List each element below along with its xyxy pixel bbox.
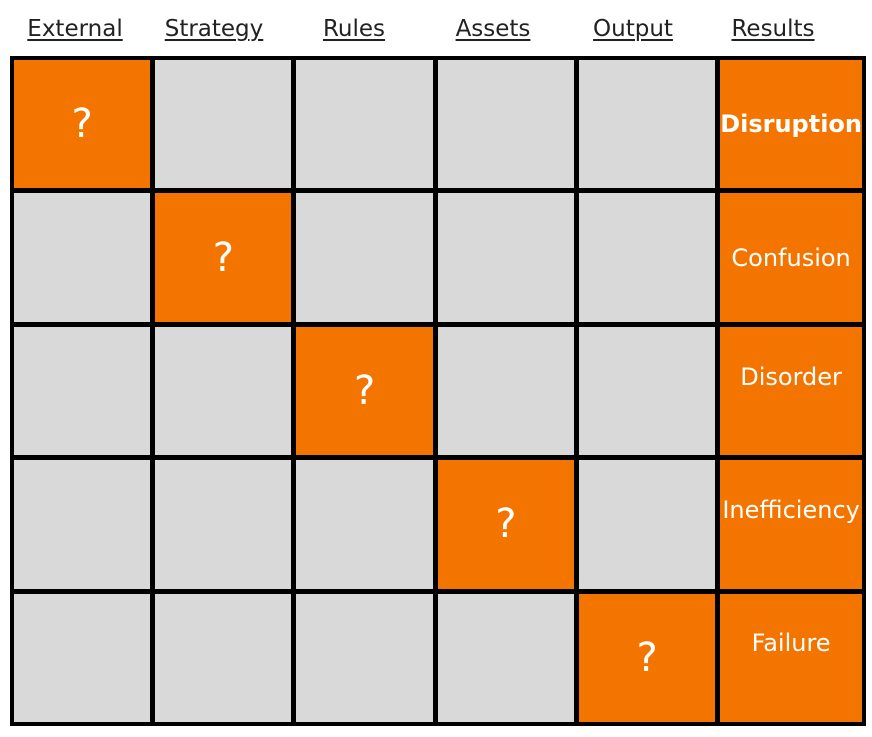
result-label: Failure — [751, 628, 831, 657]
cell-output-row5: ? — [578, 593, 716, 722]
cell-assets-row5 — [437, 593, 574, 722]
result-label: Inefficiency — [722, 496, 860, 525]
result-cell-row5: Failure — [720, 593, 862, 722]
header-assets: Assets — [455, 16, 531, 42]
header-external: External — [27, 16, 123, 42]
question-mark: ? — [495, 501, 517, 548]
cell-rules-row4 — [296, 460, 433, 589]
cell-rules-row1 — [296, 60, 433, 189]
cell-external-row1: ? — [14, 60, 151, 189]
result-label: Confusion — [731, 243, 851, 272]
cell-rules-row2 — [296, 193, 433, 322]
cell-assets-row4: ? — [437, 460, 574, 589]
column-headers: External Strategy Rules Assets Output Re… — [10, 12, 866, 48]
result-cell-row1: Disruption — [720, 60, 862, 189]
result-cell-row3: Disorder — [720, 326, 862, 456]
cell-external-row5 — [14, 593, 151, 722]
cell-strategy-row4 — [155, 460, 292, 589]
header-strategy: Strategy — [164, 16, 264, 42]
cell-assets-row1 — [437, 60, 574, 189]
cell-rules-row5 — [296, 593, 433, 722]
question-mark: ? — [636, 634, 658, 681]
cell-strategy-row2: ? — [155, 193, 292, 322]
cell-rules-row3: ? — [296, 326, 433, 456]
header-results: Results — [731, 16, 815, 42]
cell-external-row3 — [14, 326, 151, 456]
cell-external-row4 — [14, 460, 151, 589]
cell-strategy-row1 — [155, 60, 292, 189]
matrix-grid: ? Disruption ? Confusion ? Disorder ? In… — [10, 56, 866, 726]
cell-output-row3 — [578, 326, 716, 456]
cell-strategy-row5 — [155, 593, 292, 722]
result-cell-row2: Confusion — [720, 193, 862, 322]
cell-assets-row2 — [437, 193, 574, 322]
question-mark: ? — [212, 234, 234, 281]
header-output: Output — [593, 16, 673, 42]
cell-output-row4 — [578, 460, 716, 589]
cell-output-row2 — [578, 193, 716, 322]
cell-output-row1 — [578, 60, 716, 189]
cell-external-row2 — [14, 193, 151, 322]
cell-strategy-row3 — [155, 326, 292, 456]
result-label: Disorder — [740, 362, 842, 391]
header-rules: Rules — [322, 16, 386, 42]
result-cell-row4: Inefficiency — [720, 460, 862, 589]
cell-assets-row3 — [437, 326, 574, 456]
question-mark: ? — [71, 101, 93, 148]
question-mark: ? — [353, 367, 376, 414]
result-label: Disruption — [720, 110, 862, 139]
